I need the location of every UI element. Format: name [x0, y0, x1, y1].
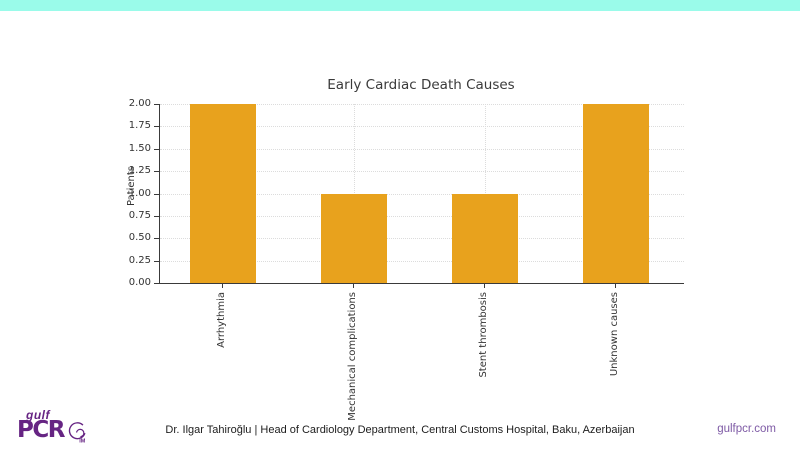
y-tick-label: 1.50: [128, 142, 151, 154]
bar: [320, 193, 387, 283]
y-tick-mark: [154, 283, 159, 284]
h-gridline: [160, 193, 684, 195]
y-tick-label: 1.75: [128, 120, 151, 132]
logo-im-text: IM: [79, 439, 86, 444]
logo-gulf-text: gulf: [26, 408, 50, 422]
h-gridline: [160, 104, 684, 105]
x-tick-mark: [352, 284, 354, 288]
h-gridline: [160, 171, 684, 173]
x-tick-mark: [483, 284, 485, 288]
y-tick-label: 1.00: [128, 187, 151, 199]
y-tick-label: 0.75: [128, 209, 151, 221]
y-tick-label: 0.25: [128, 254, 151, 266]
top-accent-bar: [0, 0, 800, 11]
website-link[interactable]: gulfpcr.com: [717, 423, 776, 435]
chart-title: Early Cardiac Death Causes: [327, 77, 515, 93]
footer: gulf PCR IM Dr. Ilgar Tahiroğlu | Head o…: [0, 395, 800, 450]
logo-gim-icon: IM: [68, 422, 86, 444]
x-tick-label: Stent thrombosis: [477, 292, 489, 378]
x-tick-label: Arrhythmia: [215, 292, 227, 348]
y-tick-mark: [154, 104, 159, 105]
bar: [451, 193, 518, 283]
y-tick-label: 0.50: [128, 232, 151, 244]
h-gridline: [160, 260, 684, 262]
x-tick-mark: [614, 284, 616, 288]
credit-text: Dr. Ilgar Tahiroğlu | Head of Cardiology…: [165, 424, 635, 436]
bar: [582, 104, 649, 283]
logo-pcr-text: PCR: [17, 417, 65, 443]
plot-area: [159, 104, 684, 284]
y-tick-label: 1.25: [128, 165, 151, 177]
y-tick-mark: [154, 148, 159, 150]
x-tick-label: Unknown causes: [608, 292, 620, 377]
y-tick-label: 0.00: [128, 277, 151, 288]
h-gridline: [160, 126, 684, 128]
y-tick-mark: [154, 238, 159, 240]
y-tick-mark: [154, 260, 159, 262]
h-gridline: [160, 148, 684, 150]
h-gridline: [160, 215, 684, 217]
gulfpcr-logo: gulf PCR IM: [17, 408, 107, 444]
bar: [189, 104, 256, 283]
h-gridline: [160, 238, 684, 240]
y-tick-mark: [154, 215, 159, 217]
y-tick-mark: [154, 126, 159, 128]
x-tick-mark: [221, 284, 223, 288]
y-tick-mark: [154, 171, 159, 173]
y-tick-mark: [154, 193, 159, 195]
y-tick-label: 2.00: [128, 98, 151, 109]
